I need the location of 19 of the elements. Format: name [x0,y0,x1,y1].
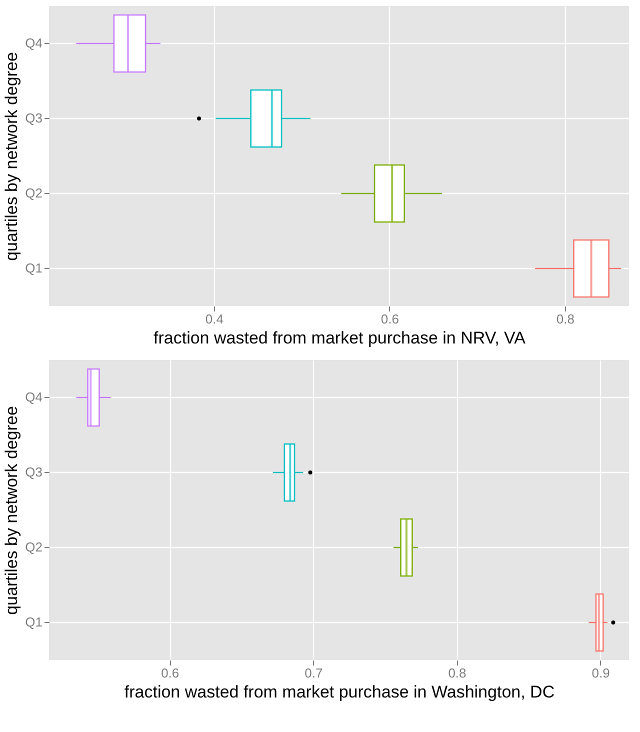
y-axis-title: quartiles by network degree [2,406,22,615]
y-tick-label: Q1 [25,260,42,276]
y-tick-label: Q2 [25,186,42,200]
x-tick-label: 0.9 [592,666,610,680]
x-tick-label: 0.6 [161,666,180,680]
x-axis-title: fraction wasted from market purchase in Washington, DC [124,682,555,702]
y-axis-title: quartiles by network degree [2,52,22,261]
x-axis-title: fraction wasted from market purchase in NRV, VA [154,328,526,348]
y-tick-label: Q1 [25,614,42,630]
y-tick-label: Q3 [25,110,42,126]
x-tick-label: 0.4 [205,312,224,326]
x-tick-label: 0.7 [304,666,323,680]
y-tick-label: Q3 [25,464,42,480]
y-tick-label: Q4 [25,36,42,50]
x-tick-label: 0.6 [380,312,399,326]
x-tick-label: 0.8 [448,666,466,680]
x-tick-label: 0.8 [556,312,574,326]
y-tick-label: Q4 [25,390,42,404]
y-tick-label: Q2 [25,540,42,554]
